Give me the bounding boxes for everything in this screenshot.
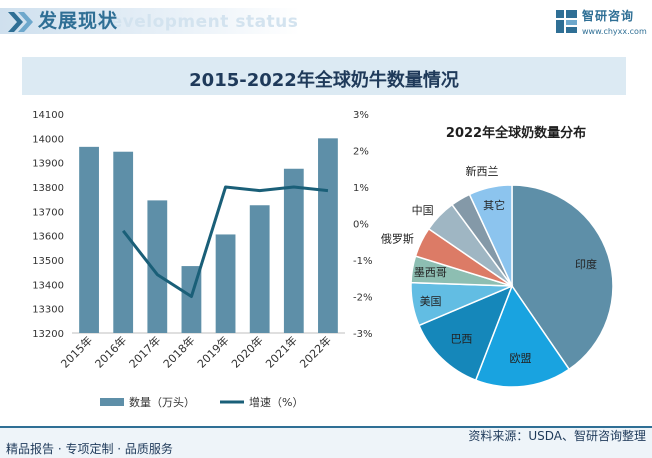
right-axis-tick-label: -2% xyxy=(353,293,372,304)
bar xyxy=(215,234,236,333)
pie-slice-label: 墨西哥 xyxy=(414,266,447,279)
brand-name: 智研咨询 xyxy=(582,9,635,23)
data-source: 资料来源：USDA、智研咨询整理 xyxy=(468,429,646,443)
x-axis-tick-label: 2020年 xyxy=(228,333,265,370)
left-axis-tick-label: 13900 xyxy=(32,159,64,170)
footer: 精品报告 · 专项定制 · 品质服务 xyxy=(0,426,652,458)
right-axis-tick-label: 0% xyxy=(353,220,369,231)
x-axis-tick-label: 2017年 xyxy=(126,333,163,370)
brand-logo: 智研咨询 www.chyxx.com xyxy=(555,5,647,41)
pie-slice-label: 中国 xyxy=(412,204,434,217)
footer-slogan: 精品报告 · 专项定制 · 品质服务 xyxy=(6,442,173,456)
bar xyxy=(283,168,304,333)
pie-slice xyxy=(468,184,513,287)
left-axis-tick-label: 14000 xyxy=(32,134,64,145)
pie-title: 2022年全球奶数量分布 xyxy=(446,125,586,141)
pie-slice-label: 巴西 xyxy=(450,332,472,345)
header-title: 发展现状 xyxy=(38,10,119,32)
left-axis-tick-label: 13400 xyxy=(32,280,64,291)
header-band xyxy=(0,8,300,34)
x-axis-tick-label: 2022年 xyxy=(297,333,334,370)
left-axis-tick-label: 13800 xyxy=(32,183,64,194)
header: Development status 发展现状 智研咨询 www.chyxx.c… xyxy=(0,0,652,44)
pie-slice-label: 俄罗斯 xyxy=(381,232,414,245)
bar xyxy=(318,138,338,333)
left-axis-tick-label: 14100 xyxy=(32,110,64,121)
right-axis-tick-label: 3% xyxy=(353,110,369,121)
left-axis-tick-label: 13300 xyxy=(32,305,64,316)
left-axis-tick-label: 13500 xyxy=(32,256,64,267)
pie-slice-label: 其它 xyxy=(483,198,505,212)
bar xyxy=(113,151,134,333)
brand-logo-icon xyxy=(556,10,577,33)
right-axis-tick-label: 1% xyxy=(353,183,369,194)
pie-slice-label: 新西兰 xyxy=(466,164,499,178)
chart-title-band: 2015-2022年全球奶牛数量情况 xyxy=(22,57,626,95)
pie-slice xyxy=(474,284,571,388)
legend-bar-label: 数量（万头） xyxy=(129,396,195,409)
main-title: 2015-2022年全球奶牛数量情况 xyxy=(189,70,459,91)
right-axis-tick-label: 2% xyxy=(353,147,369,158)
pie-slice xyxy=(511,184,614,371)
legend-bar-swatch xyxy=(100,398,124,406)
bar xyxy=(79,146,99,333)
bar xyxy=(249,205,270,333)
pie-slice-label: 美国 xyxy=(420,295,442,308)
left-axis-tick-label: 13700 xyxy=(32,207,64,218)
brand-url: www.chyxx.com xyxy=(582,27,647,36)
header-subtitle: Development status xyxy=(96,12,299,32)
pie-slice-label: 印度 xyxy=(575,257,597,271)
x-axis-tick-label: 2018年 xyxy=(160,333,197,370)
x-axis-tick-label: 2021年 xyxy=(262,333,299,370)
right-axis-tick-label: -1% xyxy=(353,256,372,267)
right-axis-tick-label: -3% xyxy=(353,329,372,340)
left-axis-tick-label: 13600 xyxy=(32,232,64,243)
x-axis-tick-label: 2016年 xyxy=(92,333,129,370)
x-axis-tick-label: 2019年 xyxy=(194,333,231,370)
pie-slice xyxy=(418,284,514,382)
double-chevron-icon xyxy=(8,12,33,32)
pie-slice-label: 欧盟 xyxy=(509,352,531,365)
bar xyxy=(147,200,168,333)
legend-line-label: 增速（%） xyxy=(249,395,303,409)
growth-line xyxy=(122,185,329,298)
left-axis-tick-label: 13200 xyxy=(32,329,64,340)
